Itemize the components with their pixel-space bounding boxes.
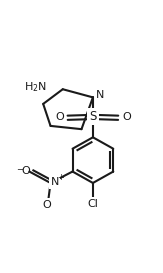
Text: O: O <box>122 112 131 122</box>
Text: Cl: Cl <box>88 199 98 209</box>
Text: N: N <box>50 177 59 188</box>
Text: +: + <box>57 173 64 182</box>
Text: H$_2$N: H$_2$N <box>24 80 46 94</box>
Text: O: O <box>21 166 30 176</box>
Text: O: O <box>55 112 64 122</box>
Text: −: − <box>16 165 23 174</box>
Text: S: S <box>89 110 97 123</box>
Text: O: O <box>42 200 51 210</box>
Text: N: N <box>96 90 104 100</box>
